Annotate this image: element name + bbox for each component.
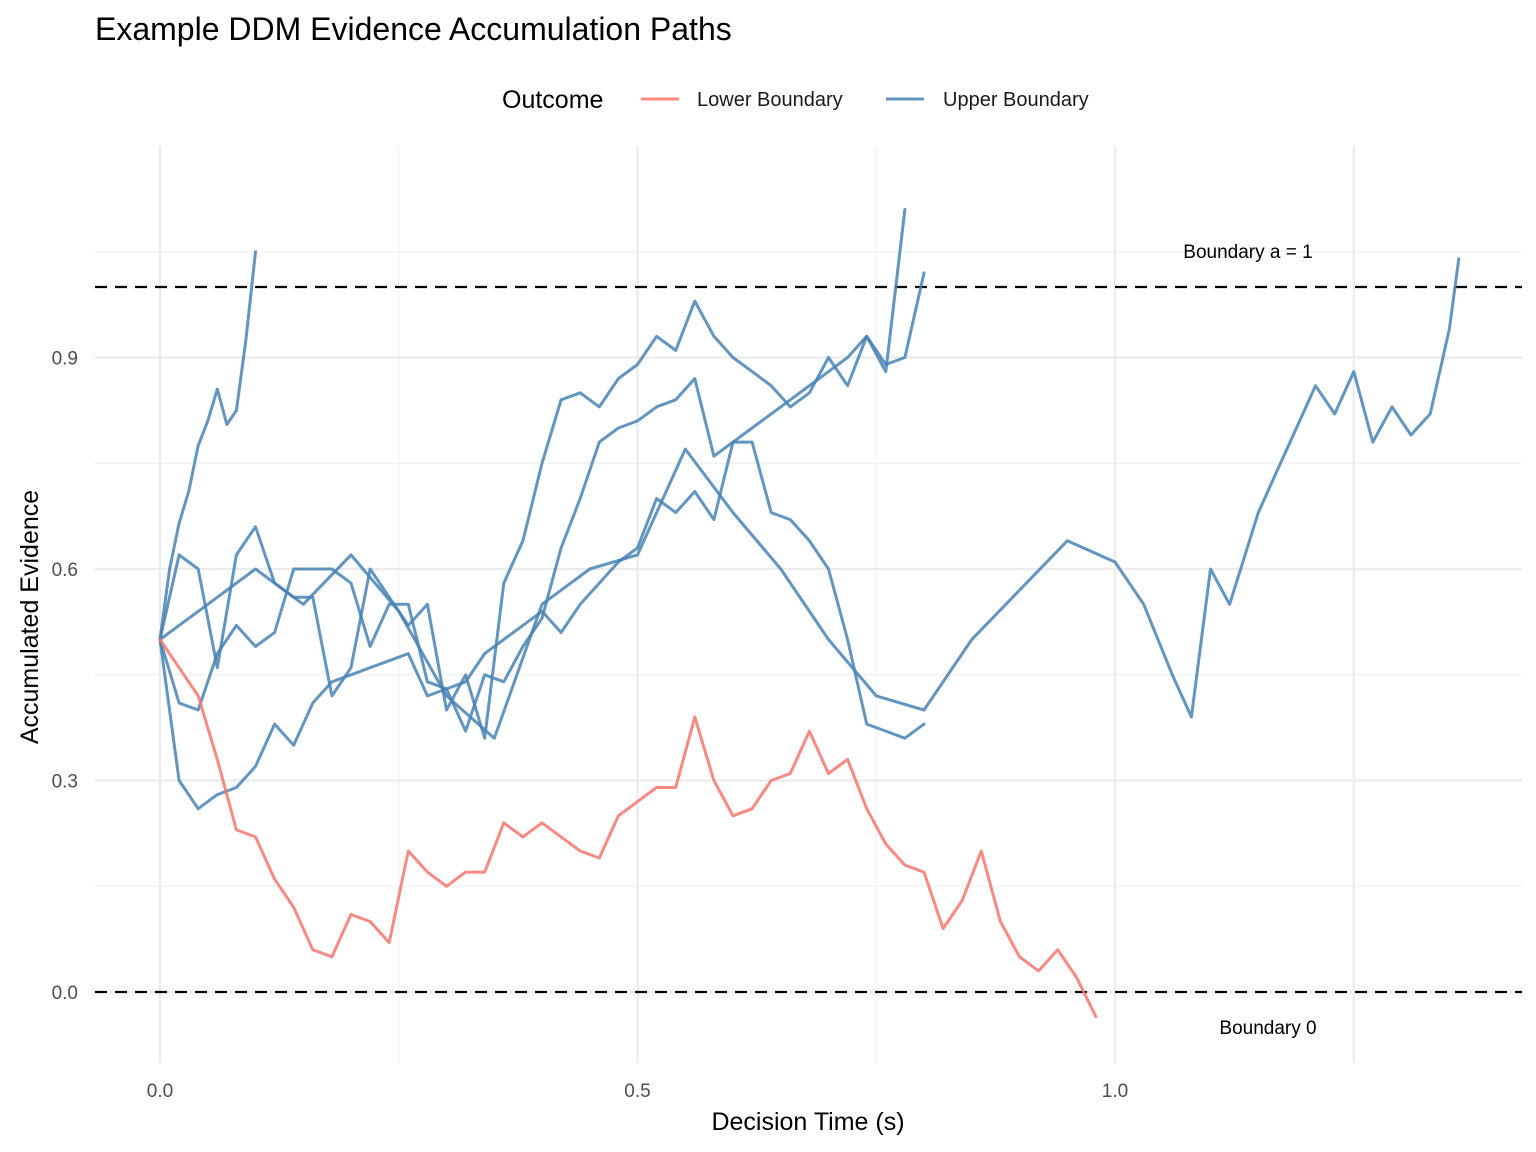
legend: Outcome Lower Boundary Upper Boundary: [502, 86, 1089, 114]
upper-boundary-label: Boundary a = 1: [1183, 242, 1312, 263]
x-tick-label: 0.0: [147, 1081, 173, 1102]
upper-boundary-path-line-3: [158, 271, 926, 811]
upper-boundary-path-line-2: [158, 440, 926, 740]
legend-label-upper-boundary: Upper Boundary: [943, 89, 1089, 111]
x-axis-ticks: 0.0 0.5 1.0: [147, 1081, 1128, 1102]
y-tick-label: 0.9: [52, 349, 78, 370]
y-axis-ticks: 0.0 0.3 0.6 0.9: [52, 349, 78, 1005]
boundary-lines: [95, 285, 1522, 994]
y-tick-label: 0.6: [52, 560, 78, 581]
y-tick-label: 0.0: [52, 983, 78, 1004]
x-tick-label: 1.0: [1102, 1081, 1128, 1102]
chart-title: Example DDM Evidence Accumulation Paths: [95, 11, 732, 47]
y-axis-title: Accumulated Evidence: [16, 490, 44, 744]
upper-boundary-path-line-5: [158, 257, 1461, 740]
gridlines: [95, 146, 1522, 1063]
legend-label-lower-boundary: Lower Boundary: [697, 89, 843, 111]
x-tick-label: 0.5: [624, 1081, 650, 1102]
legend-title: Outcome: [502, 86, 603, 114]
series-layer: [158, 207, 1461, 1019]
upper-boundary-path-line-1: [158, 250, 257, 641]
y-tick-label: 0.3: [52, 772, 78, 793]
lower-boundary-label: Boundary 0: [1219, 1018, 1316, 1039]
x-axis-title: Decision Time (s): [711, 1108, 904, 1136]
upper-boundary-path-line-4: [158, 207, 907, 740]
lower-boundary-path-line: [158, 638, 1098, 1019]
plot-panel: 0.0 0.5 1.0 0.0 0.3 0.6 0.9: [52, 146, 1522, 1102]
